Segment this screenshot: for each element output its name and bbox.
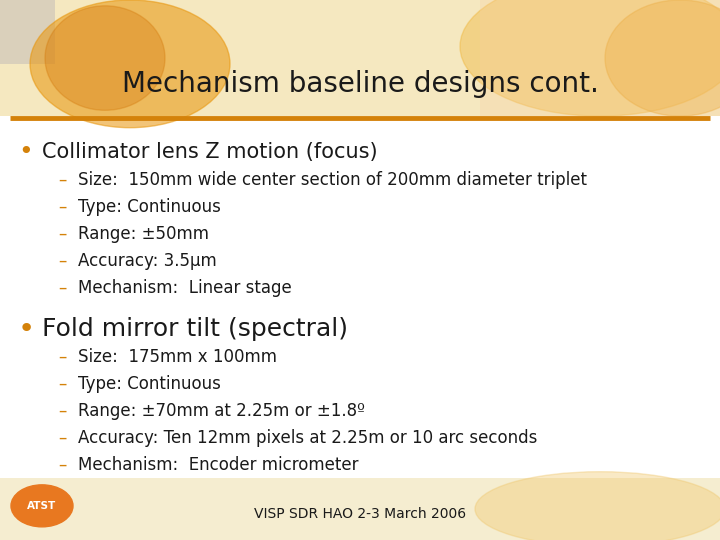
Text: –: – bbox=[58, 252, 66, 270]
Text: –: – bbox=[58, 171, 66, 189]
Text: Mechanism:  Linear stage: Mechanism: Linear stage bbox=[78, 279, 292, 297]
Bar bbox=[0, 478, 720, 540]
Text: Accuracy: 3.5μm: Accuracy: 3.5μm bbox=[78, 252, 217, 270]
Ellipse shape bbox=[460, 0, 720, 116]
Ellipse shape bbox=[475, 472, 720, 540]
Text: Size:  150mm wide center section of 200mm diameter triplet: Size: 150mm wide center section of 200mm… bbox=[78, 171, 587, 189]
Text: –: – bbox=[58, 456, 66, 474]
Text: VISP SDR HAO 2-3 March 2006: VISP SDR HAO 2-3 March 2006 bbox=[254, 507, 466, 521]
Ellipse shape bbox=[605, 0, 720, 116]
Bar bbox=[480, 0, 720, 116]
Ellipse shape bbox=[45, 6, 165, 110]
Text: –: – bbox=[58, 429, 66, 447]
Text: Mechanism:  Encoder micrometer: Mechanism: Encoder micrometer bbox=[78, 456, 359, 474]
Text: –: – bbox=[58, 348, 66, 366]
Text: Type: Continuous: Type: Continuous bbox=[78, 375, 221, 393]
Text: –: – bbox=[58, 225, 66, 243]
Ellipse shape bbox=[11, 485, 73, 527]
Text: Type: Continuous: Type: Continuous bbox=[78, 198, 221, 216]
Text: •: • bbox=[18, 315, 35, 343]
Text: –: – bbox=[58, 198, 66, 216]
Text: •: • bbox=[18, 140, 32, 164]
Bar bbox=[0, 0, 55, 64]
Text: Size:  175mm x 100mm: Size: 175mm x 100mm bbox=[78, 348, 277, 366]
Text: Range: ±70mm at 2.25m or ±1.8º: Range: ±70mm at 2.25m or ±1.8º bbox=[78, 402, 365, 420]
Text: ATST: ATST bbox=[27, 501, 57, 511]
Text: –: – bbox=[58, 375, 66, 393]
Text: –: – bbox=[58, 279, 66, 297]
Text: –: – bbox=[58, 402, 66, 420]
Ellipse shape bbox=[30, 0, 230, 128]
Text: Mechanism baseline designs cont.: Mechanism baseline designs cont. bbox=[122, 70, 598, 98]
Text: Accuracy: Ten 12mm pixels at 2.25m or 10 arc seconds: Accuracy: Ten 12mm pixels at 2.25m or 10… bbox=[78, 429, 537, 447]
Bar bbox=[0, 0, 720, 116]
Text: Collimator lens Z motion (focus): Collimator lens Z motion (focus) bbox=[42, 142, 377, 162]
Text: Fold mirror tilt (spectral): Fold mirror tilt (spectral) bbox=[42, 317, 348, 341]
Text: Range: ±50mm: Range: ±50mm bbox=[78, 225, 209, 243]
